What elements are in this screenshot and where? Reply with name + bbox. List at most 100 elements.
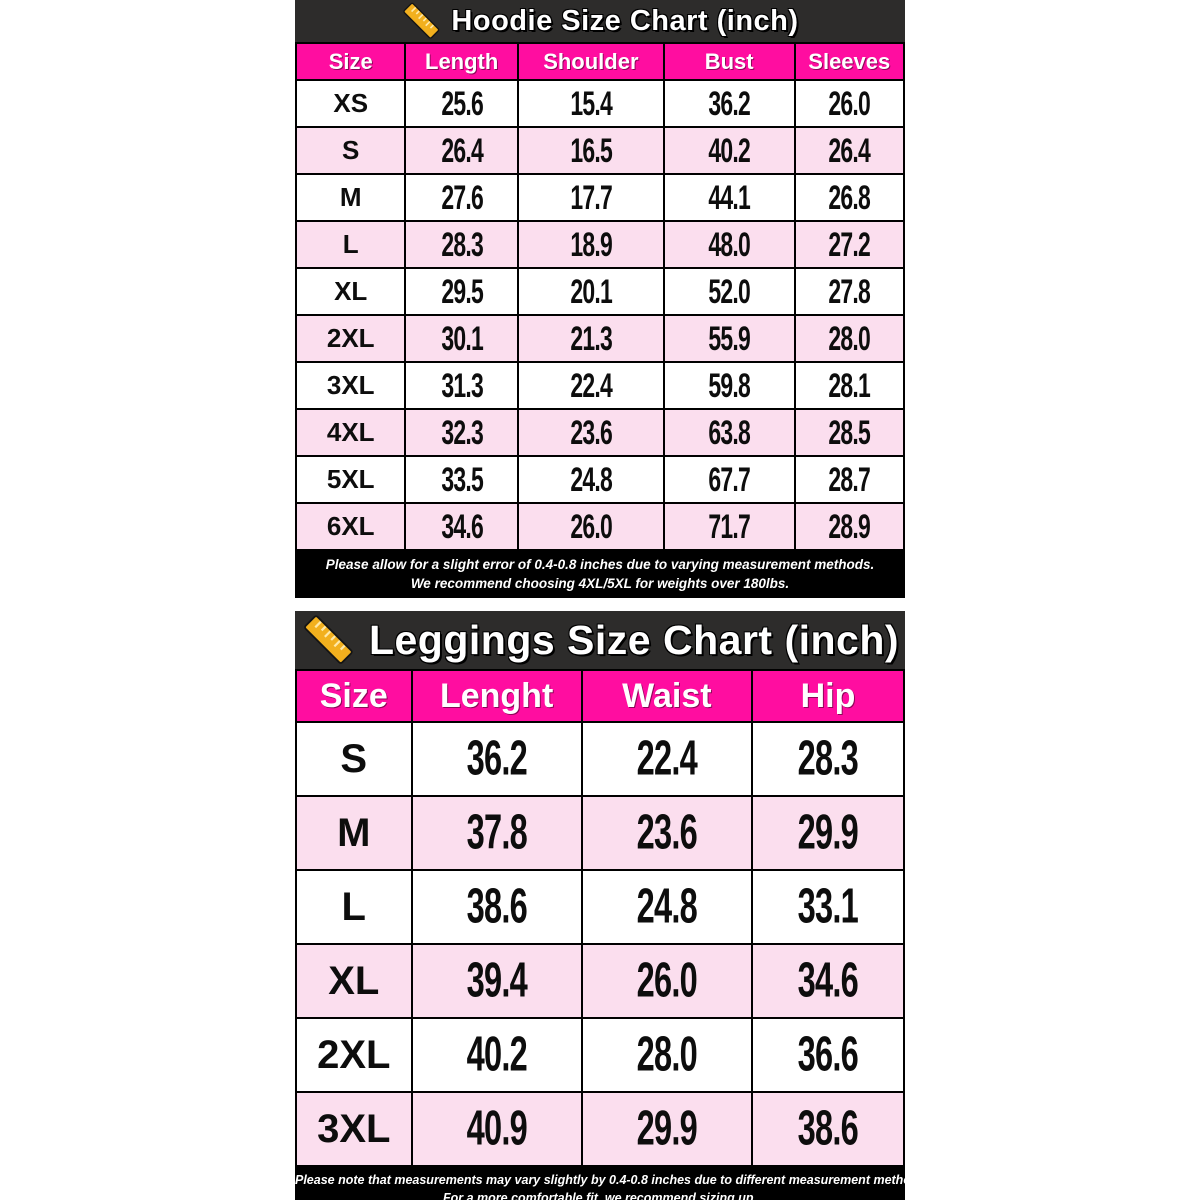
table-row-xl: XL 39.4 26.0 34.6	[295, 943, 906, 1020]
size-cell: 5XL	[294, 455, 407, 504]
value-cell: 37.8	[410, 795, 583, 872]
value-cell: 27.6	[404, 173, 519, 222]
value-cell: 28.9	[793, 502, 906, 551]
table-row-2xl: 2XL 30.1 21.3 55.9 28.0	[294, 314, 906, 363]
leggings-header-row: Size Lenght Waist Hip	[295, 669, 906, 724]
leggings-size-chart: Leggings Size Chart (inch) Size Lenght W…	[295, 611, 930, 1200]
value-cell: 28.0	[793, 314, 906, 363]
table-row-s: S 26.4 16.5 40.2 26.4	[294, 126, 906, 175]
value-cell: 48.0	[662, 220, 796, 269]
value-cell: 24.8	[516, 455, 665, 504]
leggings-note-line-1: Please note that measurements may vary s…	[295, 1173, 930, 1188]
column-header-size: Size	[295, 669, 413, 724]
value-cell: 23.6	[580, 795, 753, 872]
ruler-icon	[403, 2, 440, 39]
value-cell: 30.1	[404, 314, 519, 363]
column-header-hip: Hip	[750, 669, 906, 724]
value-cell: 16.5	[516, 126, 665, 175]
hoodie-chart-title-bar: Hoodie Size Chart (inch)	[295, 0, 905, 42]
table-row-m: M 27.6 17.7 44.1 26.8	[294, 173, 906, 222]
value-cell: 55.9	[662, 314, 796, 363]
value-cell: 71.7	[662, 502, 796, 551]
value-cell: 34.6	[750, 943, 906, 1020]
value-cell: 26.8	[793, 173, 906, 222]
size-cell: 4XL	[294, 408, 407, 457]
value-cell: 26.0	[793, 79, 906, 128]
table-row-s: S 36.2 22.4 28.3	[295, 721, 906, 798]
value-cell: 44.1	[662, 173, 796, 222]
hoodie-header-row: Size Length Shoulder Bust Sleeves	[294, 42, 906, 81]
value-cell: 29.5	[404, 267, 519, 316]
size-cell: 6XL	[294, 502, 407, 551]
column-header-length: Length	[404, 42, 519, 81]
value-cell: 40.2	[410, 1017, 583, 1094]
size-cell: L	[294, 220, 407, 269]
table-row-4xl: 4XL 32.3 23.6 63.8 28.5	[294, 408, 906, 457]
size-cell: S	[295, 721, 413, 798]
leggings-chart-title-bar: Leggings Size Chart (inch)	[295, 611, 905, 670]
value-cell: 22.4	[580, 721, 753, 798]
column-header-sleeves: Sleeves	[793, 42, 906, 81]
value-cell: 23.6	[516, 408, 665, 457]
hoodie-table: Size Length Shoulder Bust Sleeves XS 25.…	[294, 42, 906, 551]
value-cell: 39.4	[410, 943, 583, 1020]
ruler-icon	[304, 615, 353, 665]
value-cell: 28.3	[404, 220, 519, 269]
value-cell: 36.2	[410, 721, 583, 798]
value-cell: 29.9	[750, 795, 906, 872]
size-cell: XS	[294, 79, 407, 128]
chart-divider-gap	[0, 598, 1200, 611]
value-cell: 34.6	[404, 502, 519, 551]
value-cell: 28.3	[750, 721, 906, 798]
table-row-m: M 37.8 23.6 29.9	[295, 795, 906, 872]
value-cell: 32.3	[404, 408, 519, 457]
table-row-xs: XS 25.6 15.4 36.2 26.0	[294, 79, 906, 128]
size-cell: M	[295, 795, 413, 872]
size-cell: XL	[295, 943, 413, 1020]
value-cell: 28.0	[580, 1017, 753, 1094]
value-cell: 67.7	[662, 455, 796, 504]
leggings-table: Size Lenght Waist Hip S 36.2 22.4 28.3 M…	[295, 669, 906, 1168]
column-header-shoulder: Shoulder	[516, 42, 665, 81]
value-cell: 33.5	[404, 455, 519, 504]
value-cell: 40.2	[662, 126, 796, 175]
value-cell: 22.4	[516, 361, 665, 410]
value-cell: 28.5	[793, 408, 906, 457]
table-row-5xl: 5XL 33.5 24.8 67.7 28.7	[294, 455, 906, 504]
size-cell: S	[294, 126, 407, 175]
hoodie-note-line-1: Please allow for a slight error of 0.4-0…	[325, 557, 875, 572]
value-cell: 24.8	[580, 869, 753, 946]
size-cell: 2XL	[295, 1017, 413, 1094]
size-cell: L	[295, 869, 413, 946]
value-cell: 63.8	[662, 408, 796, 457]
value-cell: 26.4	[404, 126, 519, 175]
table-row-2xl: 2XL 40.2 28.0 36.6	[295, 1017, 906, 1094]
column-header-waist: Waist	[580, 669, 753, 724]
value-cell: 31.3	[404, 361, 519, 410]
value-cell: 36.2	[662, 79, 796, 128]
table-row-3xl: 3XL 31.3 22.4 59.8 28.1	[294, 361, 906, 410]
value-cell: 36.6	[750, 1017, 906, 1094]
leggings-note: Please note that measurements may vary s…	[295, 1167, 930, 1200]
value-cell: 26.0	[516, 502, 665, 551]
value-cell: 15.4	[516, 79, 665, 128]
value-cell: 21.3	[516, 314, 665, 363]
value-cell: 25.6	[404, 79, 519, 128]
value-cell: 52.0	[662, 267, 796, 316]
column-header-bust: Bust	[662, 42, 796, 81]
value-cell: 17.7	[516, 173, 665, 222]
table-row-l: L 28.3 18.9 48.0 27.2	[294, 220, 906, 269]
value-cell: 18.9	[516, 220, 665, 269]
value-cell: 38.6	[750, 1091, 906, 1168]
value-cell: 40.9	[410, 1091, 583, 1168]
size-cell: 2XL	[294, 314, 407, 363]
value-cell: 20.1	[516, 267, 665, 316]
value-cell: 27.2	[793, 220, 906, 269]
value-cell: 28.7	[793, 455, 906, 504]
hoodie-size-chart: Hoodie Size Chart (inch) Size Length Sho…	[294, 0, 906, 599]
value-cell: 29.9	[580, 1091, 753, 1168]
value-cell: 26.4	[793, 126, 906, 175]
hoodie-note-line-2: We recommend choosing 4XL/5XL for weight…	[410, 576, 790, 592]
value-cell: 28.1	[793, 361, 906, 410]
